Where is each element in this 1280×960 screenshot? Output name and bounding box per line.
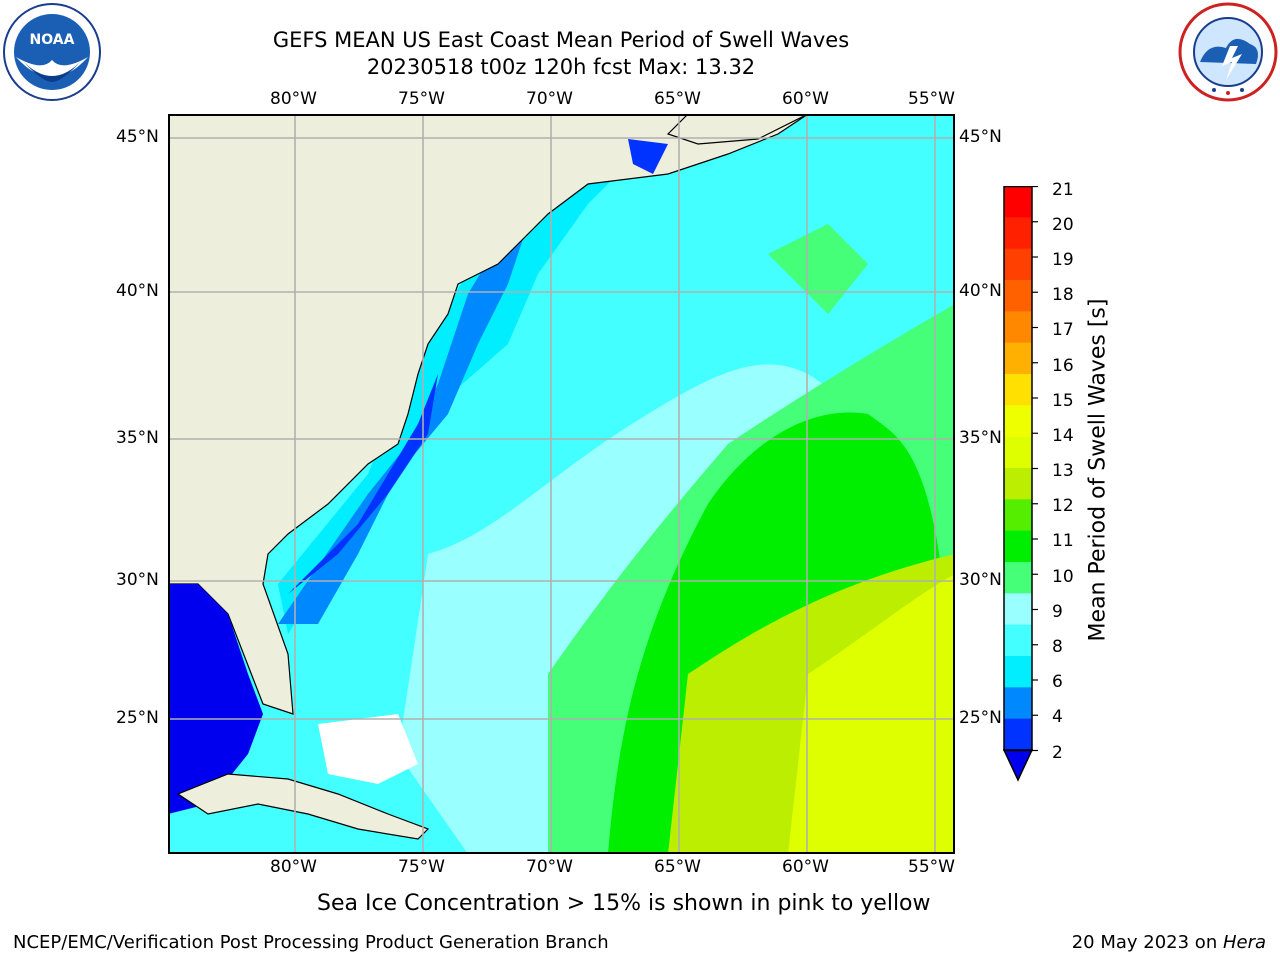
lat-label-left: 35°N	[116, 428, 159, 448]
graticule	[168, 114, 955, 854]
lon-label-top: 80°W	[270, 89, 317, 109]
lat-label-right: 30°N	[959, 570, 1002, 590]
map-title: GEFS MEAN US East Coast Mean Period of S…	[272, 28, 850, 52]
colorbar-segment	[1004, 624, 1032, 657]
colorbar-segment	[1004, 248, 1032, 281]
colorbar-segment	[1004, 374, 1032, 406]
swell-period-map	[168, 114, 955, 854]
footer-right: 20 May 2023 on Hera	[1072, 932, 1266, 953]
colorbar	[1002, 186, 1038, 782]
lon-label-bottom: 70°W	[526, 857, 573, 877]
colorbar-tick: 21	[1052, 180, 1074, 200]
colorbar-label: Mean Period of Swell Waves [s]	[1085, 298, 1111, 642]
colorbar-segment	[1004, 436, 1032, 469]
lon-label-top: 75°W	[398, 89, 445, 109]
lon-label-top: 60°W	[782, 89, 829, 109]
colorbar-tick: 2	[1052, 743, 1063, 763]
colorbar-tick: 11	[1052, 531, 1074, 551]
colorbar-segment	[1004, 217, 1032, 250]
colorbar-tick: 18	[1052, 285, 1074, 305]
map-subtitle: 20230518 t00z 120h fcst Max: 13.32	[366, 55, 756, 79]
colorbar-segment	[1004, 530, 1032, 563]
colorbar-segment	[1004, 718, 1032, 751]
colorbar-tick: 8	[1052, 637, 1063, 657]
colorbar-tick: 9	[1052, 602, 1063, 622]
lon-label-top: 70°W	[526, 89, 573, 109]
colorbar-segment	[1004, 499, 1032, 532]
noaa-logo: NOAA	[3, 3, 101, 101]
colorbar-segment	[1004, 342, 1032, 375]
colorbar-tick: 14	[1052, 426, 1074, 446]
nws-logo	[1178, 2, 1278, 102]
colorbar-tick: 17	[1052, 320, 1074, 340]
sea-ice-note: Sea Ice Concentration > 15% is shown in …	[317, 891, 931, 916]
colorbar-segment	[1004, 656, 1032, 688]
colorbar-segment	[1004, 280, 1032, 312]
colorbar-segment	[1004, 186, 1032, 218]
lon-label-bottom: 80°W	[270, 857, 317, 877]
lon-label-bottom: 55°W	[908, 857, 955, 877]
lon-label-bottom: 60°W	[782, 857, 829, 877]
lat-label-right: 45°N	[959, 127, 1002, 147]
colorbar-tick: 12	[1052, 496, 1074, 516]
colorbar-tick: 15	[1052, 391, 1074, 411]
colorbar-segment	[1004, 687, 1032, 720]
colorbar-tick: 16	[1052, 356, 1074, 376]
colorbar-segment	[1004, 311, 1032, 344]
colorbar-segment	[1004, 593, 1032, 626]
lat-label-left: 40°N	[116, 281, 159, 301]
lat-label-right: 25°N	[959, 708, 1002, 728]
colorbar-segment	[1004, 562, 1032, 594]
colorbar-extend-triangle	[1002, 749, 1034, 782]
lon-label-bottom: 65°W	[654, 857, 701, 877]
colorbar-segment	[1004, 405, 1032, 438]
footer-machine: Hera	[1222, 932, 1266, 953]
colorbar-tick: 4	[1052, 707, 1063, 727]
colorbar-tick: 20	[1052, 215, 1074, 235]
colorbar-tick: 6	[1052, 672, 1063, 692]
footer-left: NCEP/EMC/Verification Post Processing Pr…	[13, 932, 609, 953]
lon-label-top: 55°W	[908, 89, 955, 109]
lat-label-left: 25°N	[116, 708, 159, 728]
lat-label-right: 40°N	[959, 281, 1002, 301]
noaa-logo-text: NOAA	[30, 32, 75, 48]
lat-label-left: 30°N	[116, 570, 159, 590]
footer-date: 20 May 2023 on	[1071, 932, 1223, 953]
lon-label-bottom: 75°W	[398, 857, 445, 877]
colorbar-tick: 19	[1052, 250, 1074, 270]
lat-label-left: 45°N	[116, 127, 159, 147]
lat-label-right: 35°N	[959, 428, 1002, 448]
colorbar-tick: 10	[1052, 567, 1074, 587]
lon-label-top: 65°W	[654, 89, 701, 109]
colorbar-segment	[1004, 468, 1032, 500]
colorbar-tick: 13	[1052, 461, 1074, 481]
